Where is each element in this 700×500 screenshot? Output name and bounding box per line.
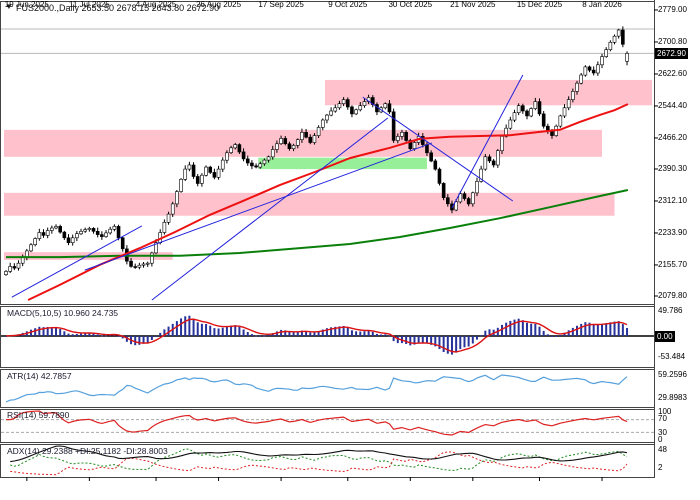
date-axis-label: 8 Jan 2026 — [582, 0, 622, 9]
macd-axis-label: -53.484 — [658, 352, 686, 361]
price-axis-label: 2312.10 — [658, 195, 687, 205]
rsi-axis-label: 30 — [658, 428, 667, 437]
atr-axis-label: 59.2596 — [658, 370, 687, 379]
adx-axis-label: 48 — [658, 445, 667, 454]
macd-signal-line — [5, 318, 628, 353]
price-axis-label: 2233.90 — [658, 227, 687, 237]
date-axis-label: 21 Nov 2025 — [450, 0, 496, 9]
panel-border — [0, 369, 655, 408]
trendline — [451, 74, 524, 209]
chart-title: FUS2000.,Daily 2653.50 2678.15 2643.80 2… — [16, 3, 220, 13]
fast-ma-line — [27, 103, 629, 301]
trendline — [84, 142, 433, 271]
candles-layer — [4, 26, 629, 276]
rsi-line — [6, 410, 628, 436]
date-axis-label: 15 Dec 2025 — [516, 0, 563, 9]
rsi-axis-label: 100 — [658, 407, 672, 416]
adx-minus-di-line — [10, 451, 628, 476]
adx-line — [10, 445, 628, 463]
date-axis-label: 4 Aug 2025 — [135, 0, 177, 9]
price-axis-label: 2544.40 — [658, 100, 687, 110]
date-axis-label: 26 Aug 2025 — [196, 0, 242, 9]
price-axis-label: 2390.30 — [658, 163, 687, 173]
date-axis-label: 30 Oct 2025 — [388, 0, 433, 9]
supply-zone — [324, 79, 652, 106]
atr-indicator-label: ATR(14) 42.7857 — [7, 371, 72, 381]
rsi-indicator-label: RSI(14) 59.7890 — [7, 410, 70, 420]
macd-histogram — [5, 315, 629, 355]
price-axis-label: 2155.70 — [658, 259, 687, 269]
panel-border — [0, 409, 655, 443]
price-axis-label: 2622.60 — [658, 68, 687, 78]
adx-axis-label: 2 — [658, 463, 663, 472]
price-axis-label: 2779.00 — [658, 5, 687, 14]
rsi-axis-label: 0 — [658, 435, 663, 444]
date-axis-label: 19 Jun 2025 — [4, 0, 49, 9]
trendline — [362, 96, 514, 202]
trendline — [151, 117, 389, 301]
macd-zero-badge: 0.00 — [655, 330, 675, 342]
price-axis-label: 2079.80 — [658, 290, 687, 300]
current-price-badge: 2672.90 — [655, 47, 688, 59]
atr-line — [5, 374, 628, 403]
macd-indicator-label: MACD(5,10,5) 10.960 24.735 — [7, 308, 119, 318]
demand-zone — [258, 157, 427, 170]
atr-axis-label: 29.8983 — [658, 393, 687, 402]
date-axis-label: 17 Sep 2025 — [258, 0, 304, 9]
adx-plus-di-line — [10, 448, 628, 471]
macd-axis-label: 49.786 — [658, 306, 683, 315]
adx-indicator-label: ADX(14) 29.2388 +DI:25.1182 -DI:28.8003 — [7, 446, 168, 456]
price-axis-label: 2466.20 — [658, 132, 687, 142]
date-axis-label: 11 Jul 2025 — [68, 0, 110, 9]
trendline — [11, 225, 143, 298]
price-axis-label: 2700.80 — [658, 36, 687, 46]
rsi-axis-label: 70 — [658, 414, 667, 423]
symbol-dropdown-icon[interactable]: ▼ — [5, 2, 13, 11]
date-axis-label: 9 Oct 2025 — [328, 0, 368, 9]
